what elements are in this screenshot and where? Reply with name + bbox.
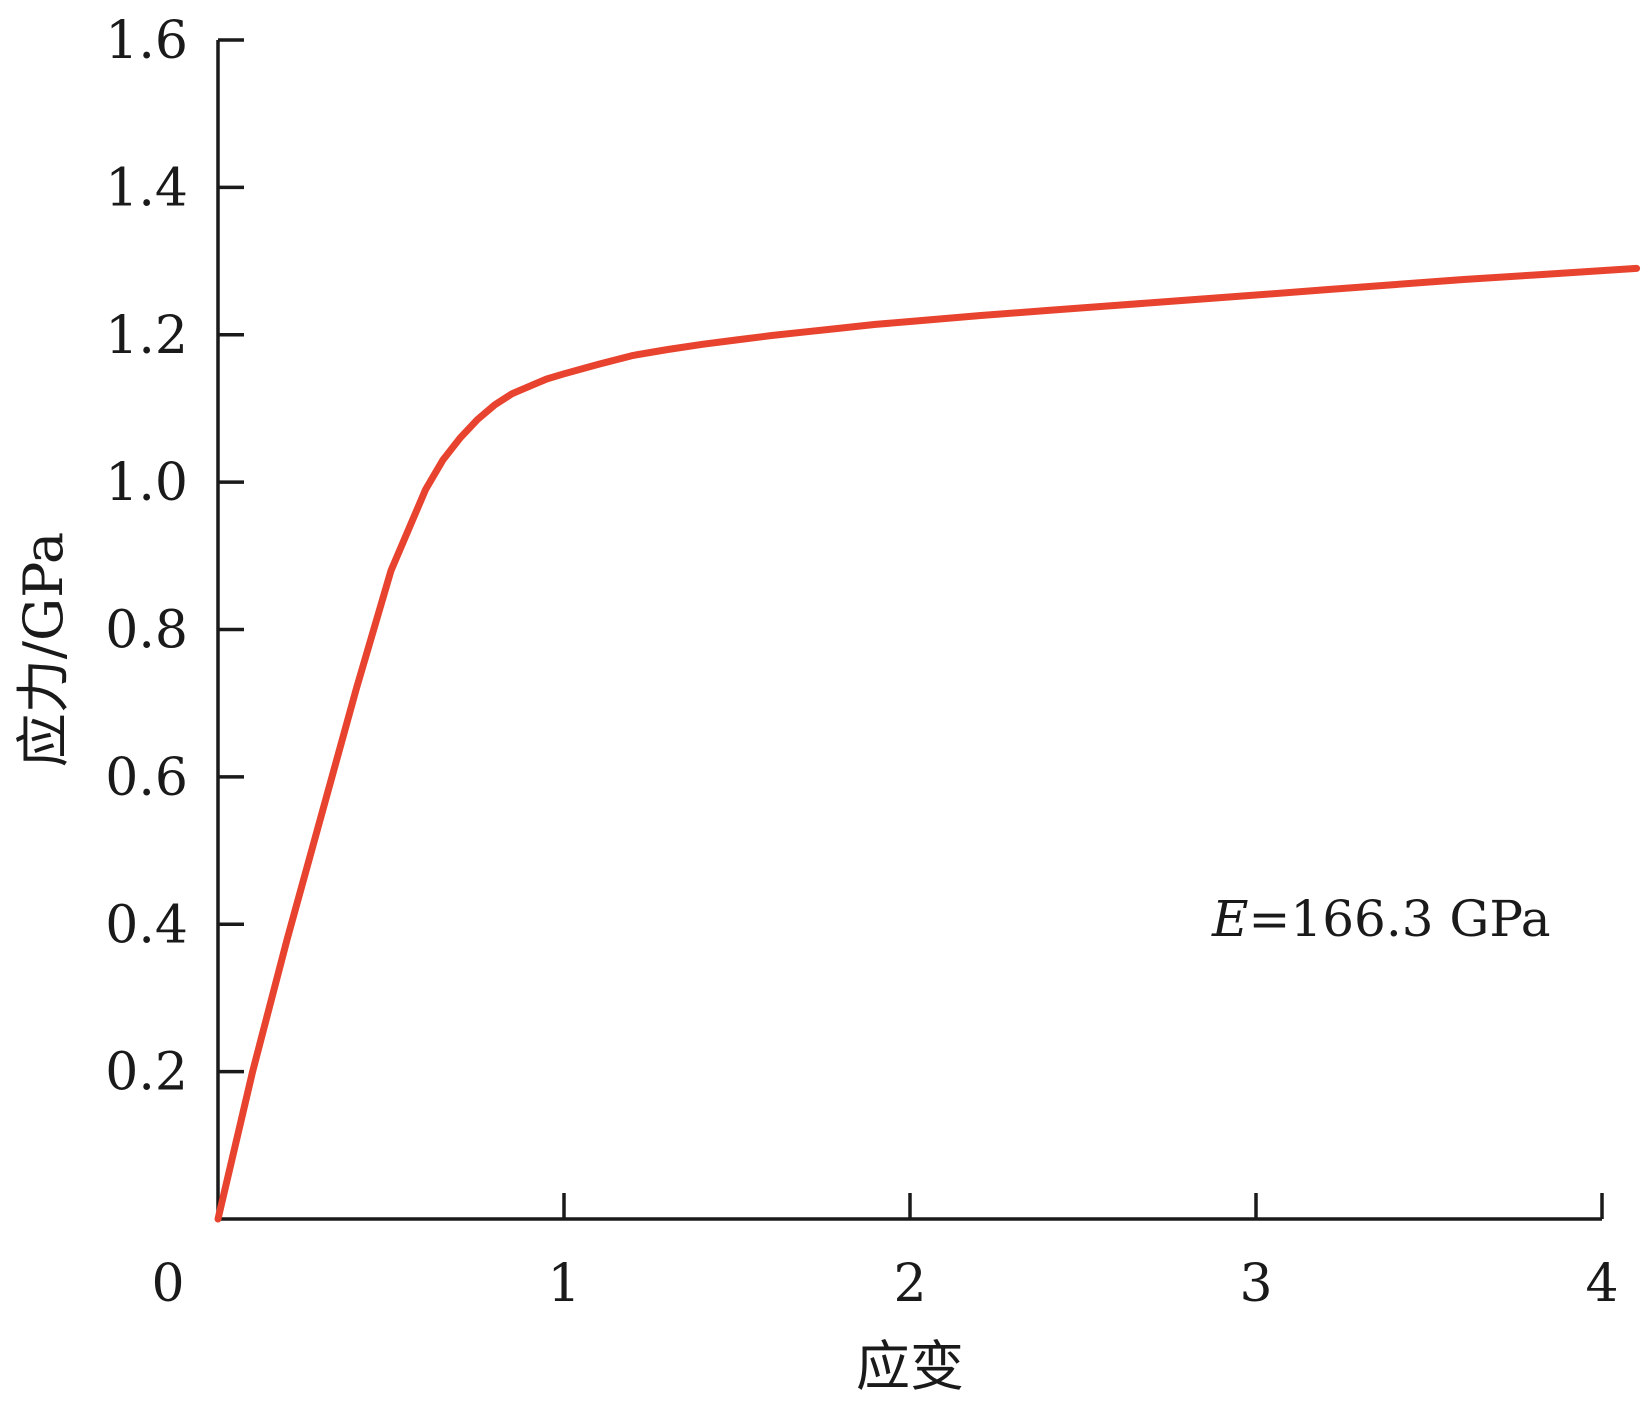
y-tick-label: 0.2 (105, 1043, 188, 1103)
modulus-annotation: E=166.3 GPa (1211, 890, 1551, 948)
x-axis-ticks: 0 1 2 3 4 (151, 1193, 1619, 1314)
axes (216, 40, 1602, 1221)
x-tick-label: 3 (1239, 1254, 1272, 1314)
x-tick-label: 0 (151, 1254, 184, 1314)
y-axis-ticks: 0.2 0.4 0.6 0.8 1.0 1.2 1.4 1.6 (105, 11, 244, 1103)
annotation-symbol: E (1211, 890, 1249, 948)
y-tick-label: 0.6 (105, 748, 188, 808)
y-tick-label: 1.0 (105, 453, 188, 513)
stress-strain-curve (214, 264, 1641, 1223)
y-tick-label: 1.2 (105, 306, 188, 366)
x-tick-label: 4 (1585, 1254, 1618, 1314)
x-tick-label: 1 (547, 1254, 580, 1314)
y-tick-label: 1.4 (105, 158, 188, 218)
y-tick-label: 0.8 (105, 601, 188, 661)
y-tick-label: 1.6 (105, 11, 188, 71)
annotation-value: =166.3 GPa (1249, 890, 1551, 948)
x-axis-title: 应变 (856, 1335, 964, 1398)
y-axis-title: 应力/GPa (12, 532, 75, 767)
series-layer (214, 264, 1641, 1223)
x-tick-label: 2 (893, 1254, 926, 1314)
y-tick-label: 0.4 (105, 895, 188, 955)
